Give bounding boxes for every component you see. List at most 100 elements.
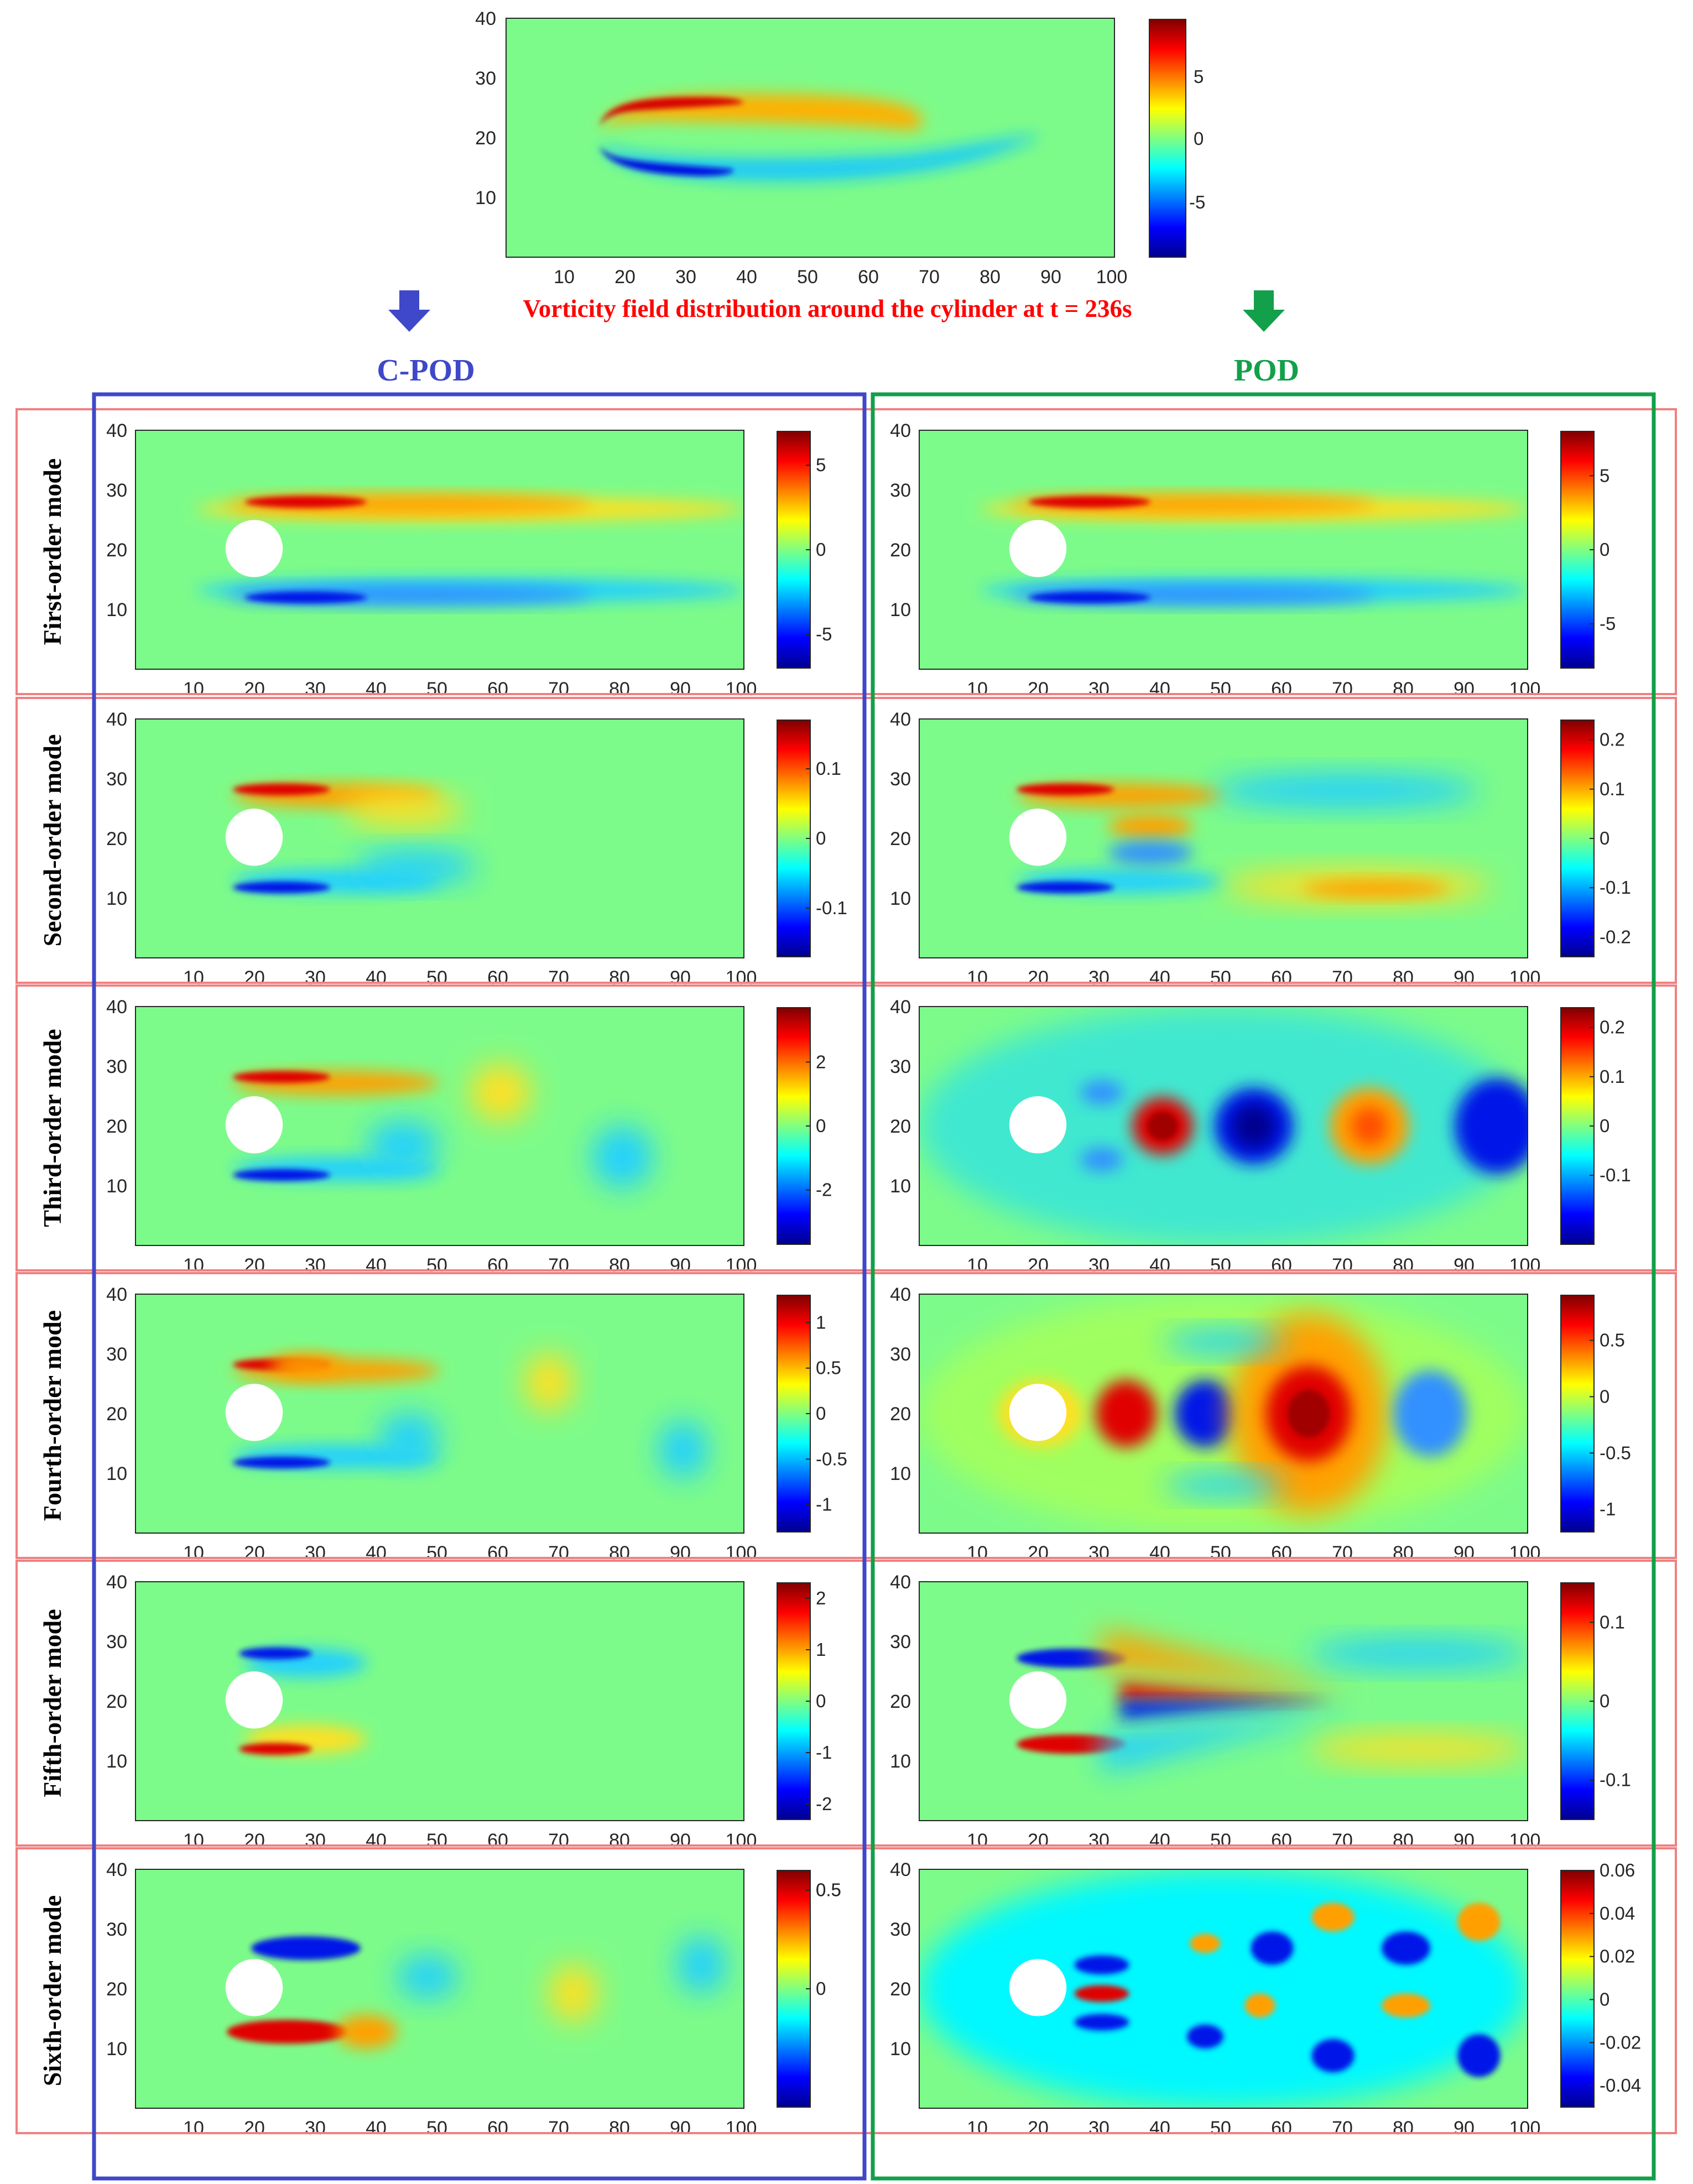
x-tick-label: 100 [726, 679, 757, 700]
x-tick-label: 30 [675, 267, 696, 288]
field-structure [1017, 1648, 1126, 1668]
y-tick-label: 10 [106, 1176, 127, 1197]
field-structure [1394, 1370, 1467, 1457]
top-colorbar: 5 0 -5 [1149, 19, 1205, 258]
field-structure [379, 1414, 440, 1462]
field-structure [470, 1064, 531, 1122]
field-structure [1455, 1078, 1528, 1174]
y-tick-label: 40 [106, 709, 127, 730]
row-box [15, 1560, 1677, 1847]
x-tick-label: 20 [1028, 679, 1049, 700]
x-tick-label: 50 [797, 267, 818, 288]
y-tick-label: 30 [890, 1344, 911, 1365]
field-structure [355, 850, 476, 884]
x-tick-label: 30 [305, 679, 326, 700]
colorbar-tick-label: 0 [816, 1978, 826, 1999]
colorbar-tick-label: 0.2 [1600, 1017, 1625, 1038]
plot-frame [919, 430, 1528, 670]
y-tick-label: 20 [106, 828, 127, 849]
y-tick-label: 10 [890, 2039, 911, 2060]
field-structure [1080, 1080, 1123, 1105]
cylinder-obstacle [1009, 520, 1067, 577]
y-tick-label: 40 [890, 709, 911, 730]
field-structure [251, 1936, 361, 1961]
x-tick-label: 60 [487, 2118, 508, 2139]
field-structure [1211, 774, 1479, 807]
x-tick-label: 90 [670, 679, 691, 700]
field-structure [1457, 1902, 1501, 1941]
x-tick-label: 90 [1040, 267, 1061, 288]
field-structure [659, 1420, 707, 1478]
colorbar-tick-label: -0.1 [1600, 1770, 1631, 1790]
field-structure [1074, 1955, 1129, 1975]
colorbar-tick-label: 0.1 [1600, 1612, 1625, 1632]
field-structure [1120, 1701, 1333, 1721]
field-structure [1120, 1682, 1333, 1701]
cylinder-obstacle [225, 520, 283, 577]
row-box [15, 1272, 1677, 1559]
row-box [15, 697, 1677, 984]
vorticity-field [233, 1064, 653, 1189]
field-structure [367, 1121, 440, 1169]
top-vorticity-plot: 40 30 20 10 10 20 30 40 50 60 70 80 90 1… [475, 8, 1205, 288]
vorticity-field [227, 1936, 726, 2049]
field-structure [1382, 1993, 1430, 2018]
colorbar-tick-label: -0.1 [816, 898, 847, 918]
x-tick-label: 20 [614, 267, 635, 288]
colorbar [777, 1007, 811, 1245]
field-structure [1251, 1931, 1294, 1965]
x-tick-label: 100 [1509, 679, 1541, 700]
pod-column-box [871, 392, 1656, 2181]
plot-frame [919, 718, 1528, 958]
colorbar-tick-label: -1 [816, 1494, 832, 1515]
colorbar-tick-label: 5 [816, 455, 826, 475]
plot-frame [135, 430, 744, 670]
y-tick-label: 20 [475, 128, 496, 149]
down-arrow-icon [1243, 290, 1285, 332]
colorbar-tick-label: 0.1 [1600, 779, 1625, 799]
colorbar [1560, 1007, 1595, 1245]
row-label: Third-order mode [38, 1029, 66, 1227]
y-tick-label: 20 [890, 540, 911, 561]
colorbar-tick-label: -5 [1189, 192, 1205, 212]
colorbar-tick-label: 0 [816, 1691, 826, 1711]
field-structure [233, 1169, 330, 1181]
x-tick-label: 100 [1096, 267, 1128, 288]
cpod-column-header: C-POD [377, 353, 475, 388]
field-structure [1309, 1734, 1528, 1764]
field-structure [1080, 1147, 1123, 1172]
field-structure [1147, 1112, 1178, 1140]
field-structure [1108, 841, 1193, 865]
colorbar-tick-label: 0 [1194, 128, 1204, 149]
y-tick-label: 30 [106, 1632, 127, 1653]
down-arrow-icon [388, 290, 430, 332]
colorbar [777, 720, 811, 957]
row-box [15, 1847, 1677, 2134]
colorbar-tick-label: -0.1 [1600, 1165, 1631, 1185]
colorbar-tick-label: 0.1 [1600, 1066, 1625, 1087]
y-tick-label: 30 [106, 769, 127, 790]
field-structure [1311, 2039, 1355, 2073]
x-tick-label: 20 [1028, 2118, 1049, 2139]
x-tick-label: 30 [1088, 679, 1109, 700]
lower-shear-core [599, 147, 733, 176]
colorbar-tick-label: 0 [1600, 828, 1609, 848]
y-tick-label: 40 [475, 8, 496, 29]
colorbar [777, 431, 811, 669]
field-structure [525, 1354, 574, 1411]
y-tick-label: 10 [106, 600, 127, 621]
colorbar-tick-label: 5 [1194, 66, 1204, 87]
cylinder-obstacle [1009, 1096, 1067, 1154]
field-structure [1311, 1902, 1355, 1932]
field-structure [1017, 881, 1114, 894]
y-tick-label: 30 [890, 1056, 911, 1077]
colorbar-tick-label: -0.2 [1600, 926, 1631, 947]
y-tick-label: 20 [890, 1691, 911, 1712]
vorticity-field [196, 494, 744, 605]
